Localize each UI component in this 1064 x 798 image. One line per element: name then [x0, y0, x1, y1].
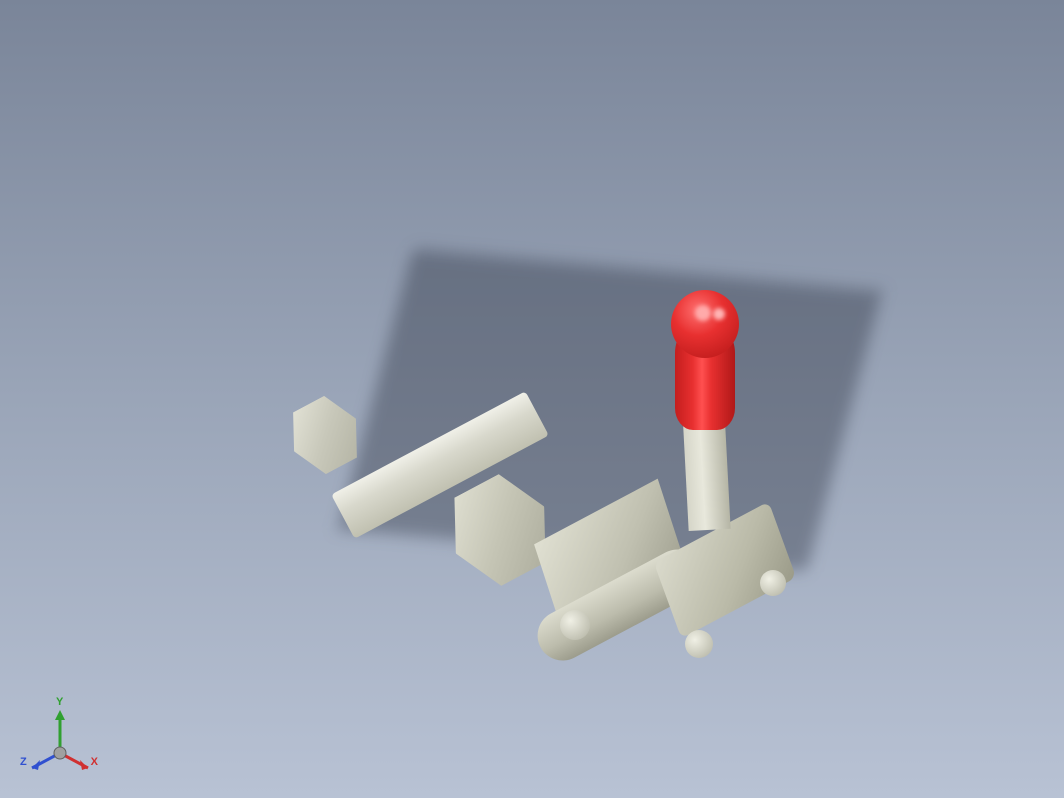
axis-label-y: Y [56, 696, 63, 708]
pivot-pin [560, 610, 590, 640]
cad-viewport[interactable]: Y X Z [0, 0, 1064, 798]
model-render[interactable] [290, 280, 850, 620]
axis-label-x: X [91, 756, 98, 768]
grip-specular [695, 305, 711, 321]
pivot-pin [685, 630, 713, 658]
pivot-pin [760, 570, 786, 596]
triad-icon [20, 698, 100, 778]
axis-label-z: Z [20, 756, 27, 768]
grip-specular [713, 308, 725, 320]
handle-grip [665, 290, 745, 430]
coordinate-triad[interactable]: Y X Z [20, 698, 100, 778]
grip-top [671, 290, 739, 358]
